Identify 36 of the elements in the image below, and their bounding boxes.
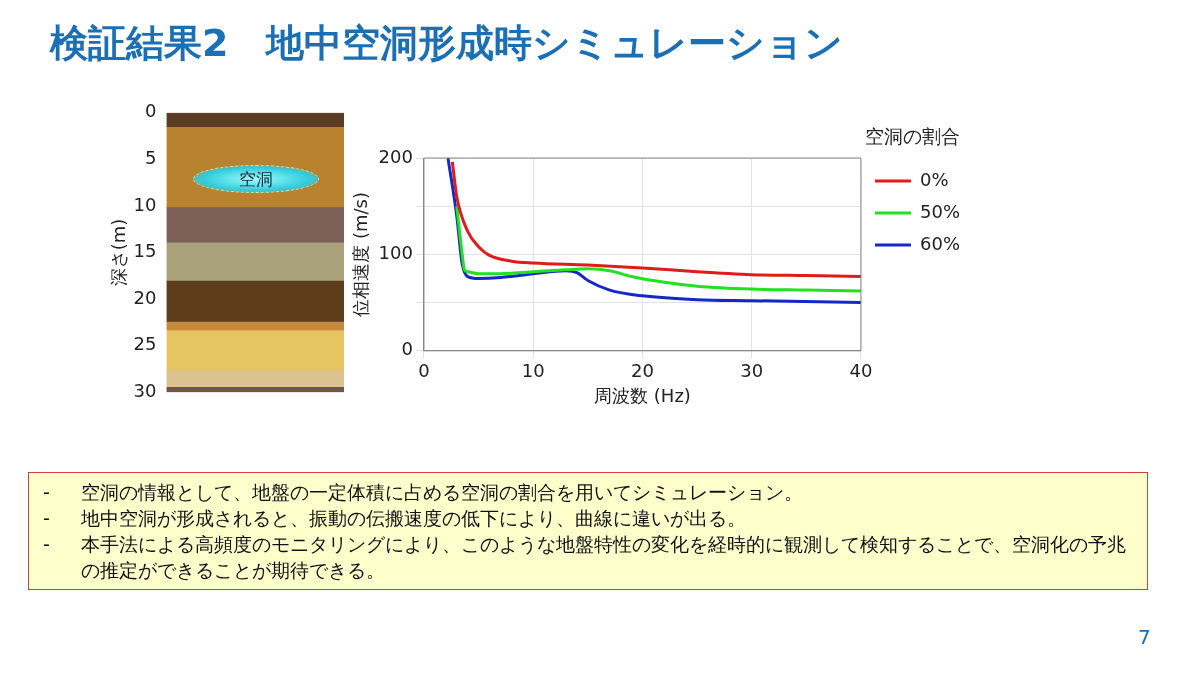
y-axis-title: 位相速度 (m/s) [350, 192, 372, 317]
text: - 本手法による高頻度のモニタリングにより、このような地盤特性の変化を経時的に観測して検知することで、空洞化の予兆の推定ができることが期待できる。 [43, 532, 1127, 583]
y-tick-label: 20 [133, 286, 157, 308]
y-tick-label: 5 [145, 147, 157, 169]
x-tick-label: 0 [418, 360, 430, 382]
bar [166, 329, 344, 371]
y-tick-label: 100 [378, 242, 413, 264]
line-series [455, 204, 861, 293]
x-tick-label: 40 [849, 360, 873, 382]
annotation: 空洞 [239, 167, 274, 191]
y-tick-label: 25 [133, 333, 157, 355]
y-tick-label: 0 [145, 100, 157, 122]
y-tick-label: 30 [133, 379, 157, 401]
bar [166, 112, 344, 128]
y-tick-label: 10 [133, 193, 157, 215]
text: 7 [1138, 625, 1151, 649]
x-tick-label: 30 [740, 360, 764, 382]
legend-title: 空洞の割合 [864, 124, 960, 149]
bar [166, 206, 344, 243]
text: 検証結果2 地中空洞形成時シミュレーション [50, 20, 844, 67]
y-tick-label: 200 [378, 145, 413, 167]
line-series [450, 160, 861, 279]
text: - 地中空洞が形成されると、振動の伝搬速度の低下により、曲線に違いが出る。 [43, 506, 747, 531]
y-tick-label: 15 [133, 240, 157, 262]
bar [166, 280, 344, 322]
legend-label: 60% [919, 232, 961, 254]
legend-label: 0% [919, 168, 949, 190]
x-tick-label: 10 [521, 360, 545, 382]
y-tick-label: 0 [401, 338, 413, 360]
legend-label: 50% [919, 200, 961, 222]
y-axis-title: 深さ(m) [108, 218, 130, 287]
bar [166, 241, 344, 281]
text: - 空洞の情報として、地盤の一定体積に占める空洞の割合を用いてシミュレーション。 [43, 480, 804, 505]
x-axis-title: 周波数 (Hz) [594, 384, 691, 406]
bar [166, 369, 344, 387]
x-tick-label: 20 [631, 360, 654, 382]
